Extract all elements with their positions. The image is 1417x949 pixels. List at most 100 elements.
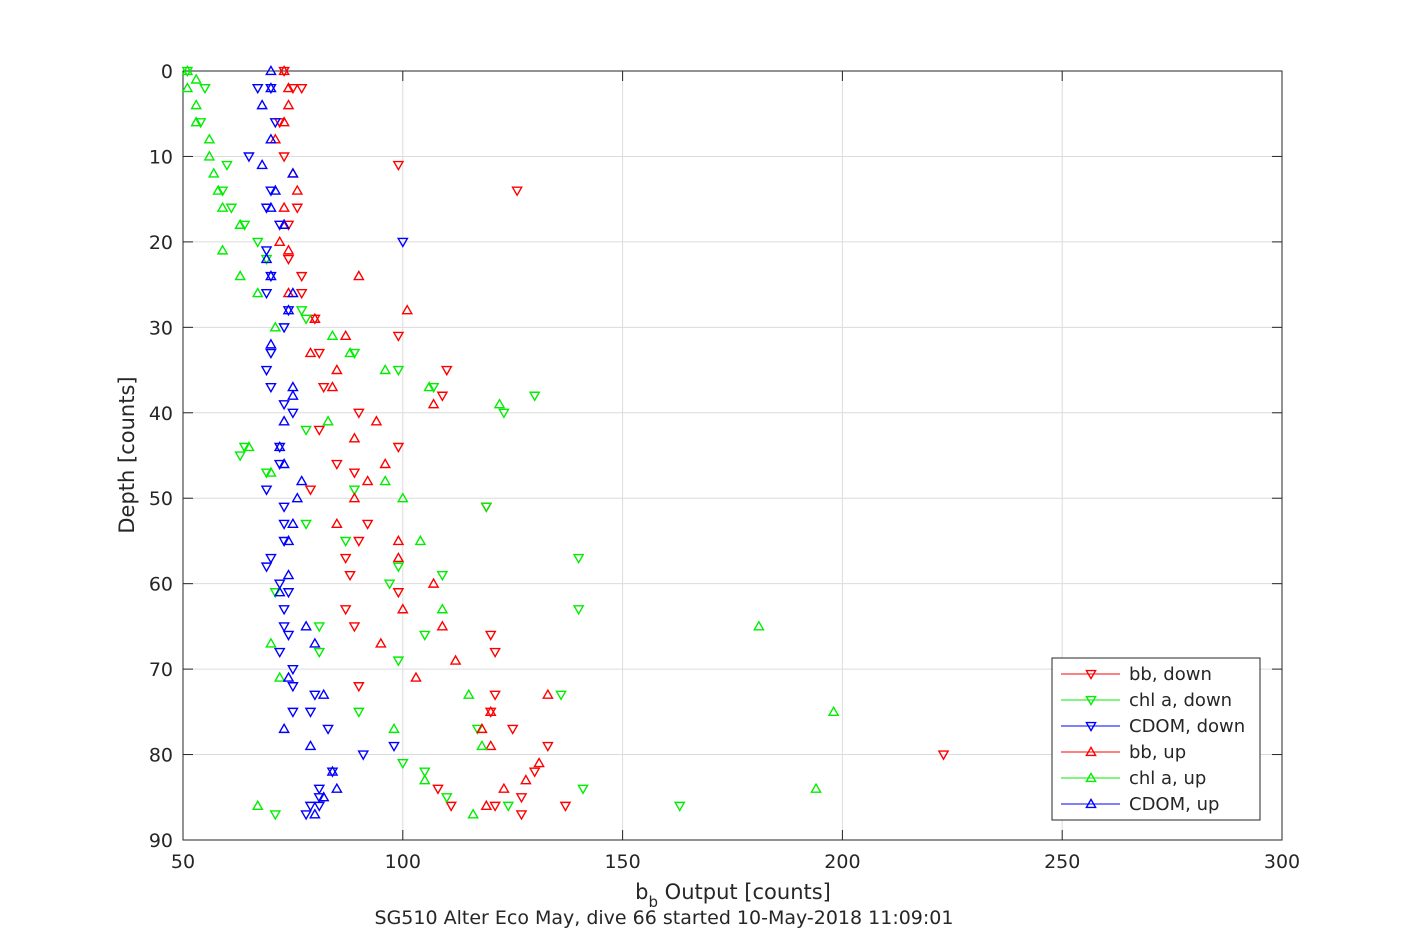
data-point xyxy=(260,562,273,573)
data-point xyxy=(506,724,519,735)
data-point xyxy=(295,271,308,283)
series-chl-a-down xyxy=(181,66,686,821)
data-point xyxy=(304,485,317,496)
y-tick-label: 30 xyxy=(149,317,173,339)
data-point xyxy=(260,252,273,264)
y-axis-tick-labels: 0 10 20 30 40 50 60 70 80 90 xyxy=(149,61,173,852)
data-point xyxy=(476,722,488,734)
data-point xyxy=(203,150,216,161)
legend-marker xyxy=(1085,695,1097,707)
data-point xyxy=(313,801,326,812)
legend-item: bb, down xyxy=(1061,664,1212,685)
y-tick-label: 40 xyxy=(149,403,173,425)
legend-marker xyxy=(1085,745,1097,757)
data-point xyxy=(273,459,286,471)
data-point xyxy=(498,782,510,793)
data-point xyxy=(194,118,207,129)
data-point xyxy=(322,415,334,426)
series-cdom-up xyxy=(256,64,343,819)
data-point xyxy=(353,707,365,718)
series-chl-a-up xyxy=(181,64,840,819)
data-point xyxy=(392,160,405,171)
data-point xyxy=(498,408,510,419)
data-point xyxy=(480,799,493,810)
data-point xyxy=(484,705,497,716)
data-point xyxy=(216,186,229,197)
data-point xyxy=(265,466,277,477)
data-point xyxy=(427,382,440,394)
data-point xyxy=(243,440,255,452)
data-point xyxy=(282,244,295,255)
data-point xyxy=(260,246,273,257)
data-point xyxy=(273,235,286,247)
legend-item: bb, up xyxy=(1061,742,1186,763)
data-point xyxy=(203,133,216,144)
data-point xyxy=(309,690,321,701)
data-point xyxy=(282,254,295,265)
data-point xyxy=(317,791,330,802)
data-point xyxy=(291,184,304,195)
data-point xyxy=(370,415,383,426)
y-axis-label: Depth [counts] xyxy=(115,376,139,533)
data-point xyxy=(484,740,497,751)
data-point xyxy=(555,690,567,701)
data-point xyxy=(348,492,361,503)
legend-item: CDOM, down xyxy=(1061,716,1245,737)
data-point xyxy=(256,99,268,110)
data-point xyxy=(542,741,554,753)
data-point xyxy=(304,801,317,812)
x-axis-label-main: b xyxy=(635,880,648,904)
data-point xyxy=(282,99,295,110)
data-point xyxy=(260,203,273,214)
legend-label: bb, down xyxy=(1129,664,1212,685)
data-point xyxy=(410,671,422,682)
data-point xyxy=(827,705,840,716)
data-point xyxy=(348,348,361,359)
data-point xyxy=(339,329,352,341)
data-point xyxy=(427,398,440,409)
data-points xyxy=(181,64,950,821)
data-point xyxy=(476,740,488,751)
data-point xyxy=(515,793,528,804)
data-point xyxy=(287,83,299,95)
data-point xyxy=(673,801,686,812)
data-point xyxy=(810,782,822,793)
data-point xyxy=(251,799,264,810)
data-point xyxy=(278,116,290,127)
data-point xyxy=(199,83,211,95)
data-point xyxy=(282,569,295,580)
data-point xyxy=(238,442,251,453)
data-point xyxy=(471,724,484,735)
data-point xyxy=(300,519,312,530)
data-point xyxy=(265,82,277,93)
data-point xyxy=(313,348,326,359)
data-point xyxy=(251,83,264,95)
data-point xyxy=(388,741,400,753)
data-point xyxy=(339,536,352,547)
data-point xyxy=(396,603,409,614)
data-point xyxy=(273,440,286,452)
data-point xyxy=(392,656,405,667)
data-point xyxy=(388,722,400,734)
data-point xyxy=(278,519,290,530)
data-point xyxy=(348,468,361,479)
data-point xyxy=(216,201,229,212)
x-tick-label: 150 xyxy=(604,851,640,873)
data-point xyxy=(304,740,317,751)
x-axis-label-subscript: b xyxy=(648,893,658,911)
data-point xyxy=(572,553,585,565)
series-cdom-down xyxy=(243,83,409,821)
data-point xyxy=(273,671,286,682)
y-tick-label: 90 xyxy=(149,830,173,852)
data-point xyxy=(559,801,572,812)
legend-label: CDOM, up xyxy=(1129,794,1219,815)
data-point xyxy=(493,398,506,409)
data-point xyxy=(515,810,528,821)
data-point xyxy=(278,722,290,734)
data-point xyxy=(313,622,326,633)
series-bb-up xyxy=(269,64,554,810)
data-point xyxy=(269,810,282,821)
data-point xyxy=(278,201,290,212)
data-point xyxy=(418,630,431,641)
data-point xyxy=(533,757,545,768)
